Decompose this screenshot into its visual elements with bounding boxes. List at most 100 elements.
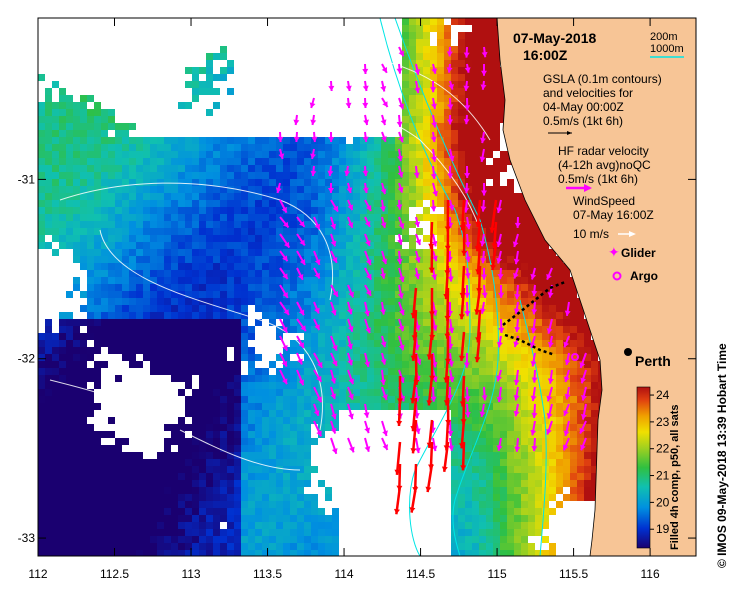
velocity-arrow [380, 369, 387, 385]
velocity-arrow [279, 335, 288, 352]
velocity-arrow [410, 375, 418, 404]
velocity-arrow [514, 437, 521, 452]
velocity-arrow [513, 386, 520, 401]
velocity-arrow [513, 403, 520, 417]
colorbar-tick-label: 20 [656, 495, 670, 509]
x-tick-label: 112.5 [100, 567, 129, 581]
velocity-arrow [474, 331, 482, 363]
velocity-arrow [381, 97, 389, 108]
velocity-arrow [512, 233, 519, 248]
velocity-arrow [447, 267, 454, 282]
velocity-arrow [464, 165, 471, 179]
velocity-arrow [546, 267, 553, 281]
velocity-arrow [479, 233, 486, 247]
velocity-arrow [431, 114, 438, 128]
velocity-arrow [496, 437, 503, 451]
velocity-arrow [546, 403, 553, 419]
velocity-arrow [309, 97, 316, 109]
velocity-arrow [397, 182, 404, 193]
velocity-arrow [431, 63, 438, 75]
velocity-arrow [413, 165, 420, 178]
velocity-arrow [529, 335, 536, 349]
velocity-arrow [380, 216, 387, 229]
depth-legend-shallow: 200m [650, 31, 678, 43]
velocity-arrow [547, 335, 554, 348]
colorbar-ticks: 24 23 22 21 20 19 [650, 388, 670, 536]
velocity-arrow [310, 165, 317, 177]
velocity-arrow [364, 216, 371, 228]
velocity-arrow [498, 318, 505, 333]
velocity-arrow [514, 216, 521, 228]
velocity-arrow [461, 221, 468, 256]
colorbar-tick-label: 23 [656, 415, 670, 429]
velocity-arrow [381, 386, 388, 401]
velocity-arrow [448, 437, 455, 451]
velocity-arrow [396, 199, 403, 210]
velocity-arrow [330, 233, 337, 247]
velocity-arrow [564, 352, 571, 366]
velocity-arrow [580, 403, 587, 420]
velocity-arrow [447, 97, 454, 110]
velocity-arrow [330, 386, 337, 400]
velocity-arrow [409, 485, 418, 513]
velocity-arrow [396, 397, 403, 427]
velocity-arrow [481, 284, 488, 298]
velocity-arrow [347, 386, 354, 400]
glider-legend-label: Glider [621, 246, 656, 260]
velocity-arrow [296, 301, 305, 316]
velocity-arrow [279, 216, 290, 229]
gsla-scale-arrow [548, 131, 572, 135]
velocity-arrow [362, 63, 369, 75]
velocity-arrow [381, 63, 388, 74]
velocity-arrow [464, 97, 471, 111]
velocity-arrow [347, 335, 353, 350]
velocity-arrow [380, 352, 387, 365]
velocity-arrow [430, 165, 437, 180]
velocity-arrow [347, 437, 355, 453]
velocity-arrow [489, 199, 498, 233]
velocity-arrow [448, 318, 455, 334]
velocity-arrow [277, 131, 284, 143]
velocity-arrow [496, 199, 503, 214]
velocity-arrow [380, 267, 386, 279]
velocity-arrow [347, 403, 354, 420]
wind-scale: 10 m/s [573, 227, 609, 241]
x-tick-label: 112 [28, 567, 47, 581]
velocity-arrow [479, 148, 486, 163]
velocity-arrow [414, 250, 421, 263]
velocity-arrow [464, 250, 471, 263]
x-tick-label: 113 [181, 567, 200, 581]
velocity-arrow [345, 97, 352, 109]
velocity-arrow [496, 386, 503, 403]
velocity-arrow [563, 403, 570, 417]
velocity-arrow [531, 403, 538, 419]
velocity-arrow [275, 182, 282, 194]
velocity-arrow [464, 284, 471, 298]
velocity-arrow [496, 233, 503, 248]
velocity-arrow [396, 114, 403, 127]
plot-frame [37, 17, 697, 557]
x-tick-label: 115 [487, 567, 506, 581]
velocity-arrow [414, 80, 421, 94]
title-time: 16:00Z [523, 47, 568, 63]
argo-legend-label: Argo [630, 269, 658, 283]
velocity-arrow [430, 199, 437, 212]
velocity-arrow [496, 335, 503, 348]
velocity-arrow [460, 441, 467, 471]
velocity-arrow [464, 63, 471, 73]
velocity-arrow [464, 267, 471, 279]
velocity-arrow [530, 267, 537, 280]
velocity-arrow [514, 318, 521, 333]
velocity-arrow [463, 46, 470, 58]
velocity-arrow [481, 182, 488, 196]
velocity-arrow [313, 250, 321, 266]
velocity-arrow [458, 331, 466, 362]
velocity-arrow [313, 369, 323, 383]
velocity-arrow [364, 301, 371, 317]
velocity-arrow [381, 420, 388, 437]
velocity-arrow [463, 182, 470, 194]
velocity-arrow [313, 420, 323, 437]
velocity-arrow [310, 114, 317, 126]
velocity-arrow [414, 437, 421, 454]
velocity-arrow [330, 284, 339, 298]
